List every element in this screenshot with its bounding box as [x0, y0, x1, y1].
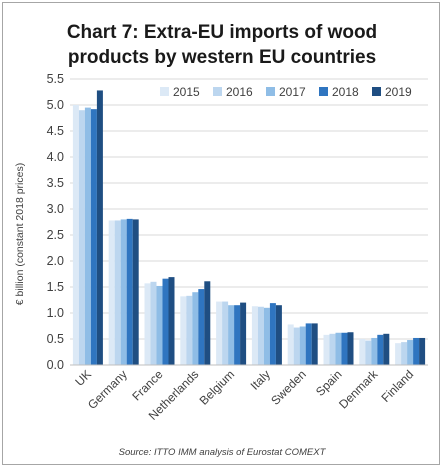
bar-spain-2015	[323, 334, 330, 365]
y-tick-label: 3.5	[47, 176, 64, 190]
legend-swatch	[266, 87, 275, 96]
bar-germany-2017	[120, 219, 127, 365]
legend-label: 2019	[385, 85, 412, 99]
bar-germany-2015	[108, 220, 115, 365]
y-tick-label: 4.5	[47, 124, 64, 138]
y-axis-ticks: 0.0 0.5 1.0 1.5 2.0 2.5 3.0 3.5 4.0 4.5 5.0 5.5	[47, 72, 64, 372]
bar-france-2016	[150, 281, 157, 365]
legend-swatch	[160, 87, 169, 96]
category-label: Denmark	[336, 367, 381, 412]
bar-denmark-2018	[377, 334, 384, 365]
legend-swatch	[213, 87, 222, 96]
y-tick-label: 0.5	[47, 332, 64, 346]
bar-sweden-2019	[311, 323, 318, 365]
bar-france-2017	[156, 285, 163, 365]
bar-sweden-2015	[287, 324, 294, 365]
bar-denmark-2017	[371, 337, 378, 365]
bar-finland-2018	[413, 337, 420, 365]
legend-swatch	[372, 87, 381, 96]
bar-denmark-2015	[359, 339, 366, 365]
category-label: Sweden	[268, 367, 309, 408]
legend-label: 2018	[332, 85, 359, 99]
bar-italy-2015	[251, 306, 258, 365]
bar-belgium-2016	[222, 301, 229, 365]
y-tick-label: 5.0	[47, 98, 64, 112]
category-label: Italy	[248, 367, 273, 392]
y-tick-label: 2.5	[47, 228, 64, 242]
bar-spain-2018	[341, 332, 348, 365]
legend-label: 2015	[173, 85, 200, 99]
bar-finland-2015	[395, 343, 402, 365]
bar-netherlands-2017	[192, 292, 199, 365]
bar-italy-2018	[269, 303, 276, 365]
bar-italy-2016	[257, 306, 264, 365]
bar-uk-2019	[96, 90, 103, 365]
bar-germany-2016	[114, 220, 121, 365]
bar-spain-2019	[347, 332, 354, 365]
bar-netherlands-2019	[204, 281, 211, 365]
bar-uk-2016	[78, 110, 85, 365]
bar-netherlands-2018	[198, 289, 205, 365]
bar-finland-2019	[419, 337, 426, 365]
bar-sweden-2018	[305, 323, 312, 365]
category-label: Finland	[378, 367, 416, 405]
y-tick-label: 2.0	[47, 254, 64, 268]
bar-denmark-2016	[365, 340, 372, 365]
bar-italy-2017	[263, 307, 270, 365]
category-label: Spain	[313, 367, 345, 399]
chart-title-line-2: products by western EU countries	[68, 47, 376, 68]
y-tick-label: 1.5	[47, 280, 64, 294]
bar-france-2015	[144, 283, 151, 365]
y-tick-label: 5.5	[47, 72, 64, 86]
y-tick-label: 3.0	[47, 202, 64, 216]
y-tick-label: 1.0	[47, 306, 64, 320]
bar-france-2018	[162, 278, 169, 365]
category-label: Germany	[85, 367, 130, 412]
bar-spain-2016	[329, 333, 336, 365]
y-tick-label: 4.0	[47, 150, 64, 164]
bar-italy-2019	[275, 305, 282, 365]
bar-netherlands-2016	[186, 295, 193, 365]
y-tick-label: 0.0	[47, 358, 64, 372]
bars	[72, 90, 426, 365]
bar-spain-2017	[335, 332, 342, 365]
bar-denmark-2019	[383, 333, 390, 365]
bar-uk-2015	[72, 105, 79, 365]
bar-germany-2018	[126, 218, 133, 365]
bar-belgium-2018	[234, 305, 241, 365]
legend-label: 2017	[279, 85, 306, 99]
bar-sweden-2017	[299, 326, 306, 365]
bar-france-2019	[168, 277, 175, 365]
source-note: Source: ITTO IMM analysis of Eurostat CO…	[119, 447, 327, 458]
bar-uk-2018	[90, 109, 97, 365]
legend-label: 2016	[226, 85, 253, 99]
bar-germany-2019	[132, 219, 139, 365]
category-label: UK	[72, 367, 94, 389]
bar-sweden-2016	[293, 327, 300, 365]
bar-belgium-2019	[240, 302, 247, 365]
bar-finland-2017	[407, 340, 414, 365]
category-label: Belgium	[197, 367, 238, 408]
bar-belgium-2015	[216, 301, 223, 365]
bar-belgium-2017	[228, 305, 235, 365]
bar-finland-2016	[401, 342, 408, 365]
bar-uk-2017	[84, 107, 91, 365]
bar-netherlands-2015	[180, 296, 187, 365]
y-axis-label: € billion (constant 2018 prices)	[14, 163, 26, 305]
chart-title-line-1: Chart 7: Extra-EU imports of wood	[67, 22, 377, 43]
legend: 2015 2016 2017 2018 2019	[160, 85, 412, 99]
legend-swatch	[319, 87, 328, 96]
